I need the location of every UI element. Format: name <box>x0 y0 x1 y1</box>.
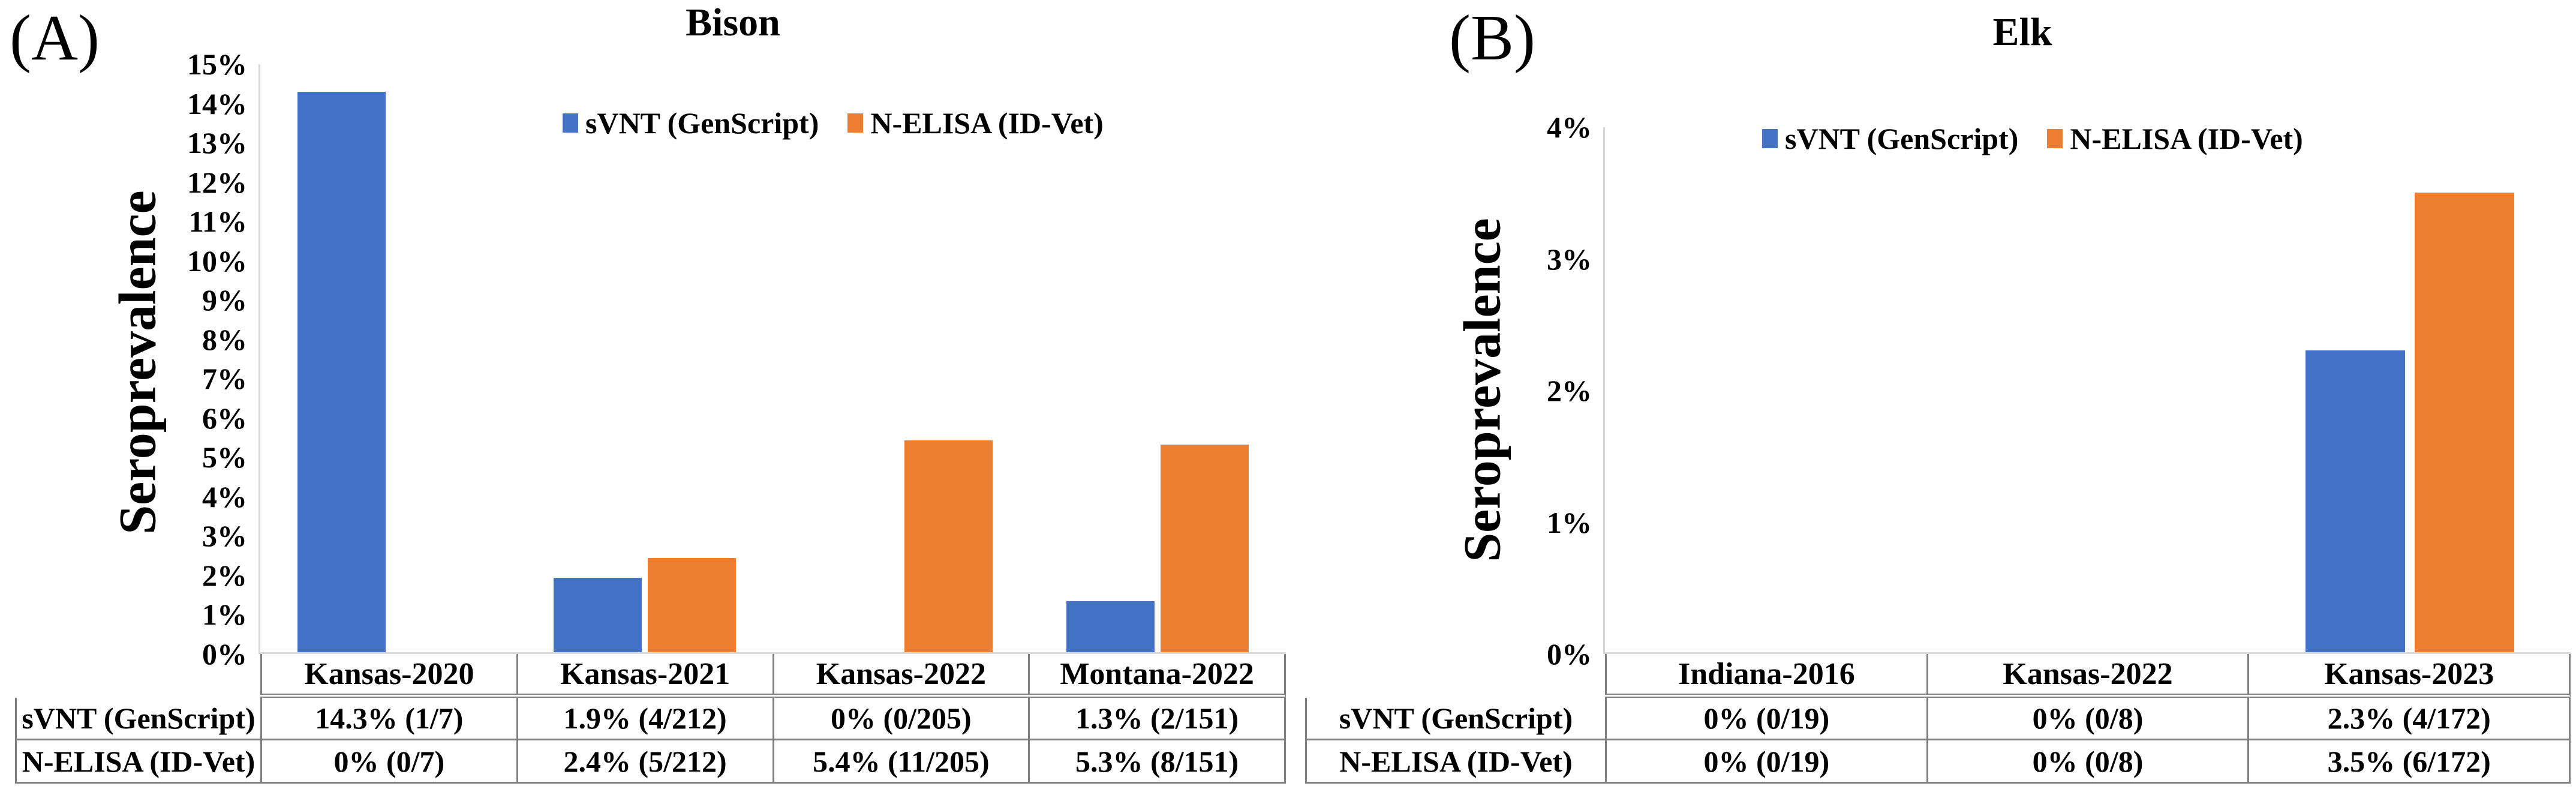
y-tick-label: 1% <box>1547 505 1592 539</box>
table-cell-n-elisa-id-vet-kansas-2023: 3.5% (6/172) <box>2247 740 2569 782</box>
table-category-header-kansas-2021: Kansas-2021 <box>516 654 773 694</box>
table-header-row: Indiana-2016 Kansas-2022 Kansas-2023 <box>1605 654 2571 698</box>
bar-n-elisa-id-vet-montana-2022 <box>1161 444 1249 652</box>
table-header-row: Kansas-2020 Kansas-2021 Kansas-2022 Montana… <box>260 654 1286 698</box>
bar-svnt-genscript-kansas-2023 <box>2305 350 2405 652</box>
table-category-header-kansas-2022: Kansas-2022 <box>772 654 1029 694</box>
table-cell-svnt-genscript-kansas-2021: 1.9% (4/212) <box>516 698 773 739</box>
table-cell-n-elisa-id-vet-kansas-2020: 0% (0/7) <box>260 740 516 782</box>
legend-label-svnt: sVNT (GenScript) <box>585 106 819 140</box>
y-tick-label: 9% <box>202 283 247 317</box>
table-row-header-n-elisa-id-vet: N-ELISA (ID-Vet) <box>1305 740 1605 782</box>
chart-title-elk: Elk <box>1992 10 2052 54</box>
table-row-svnt-genscript: sVNT (GenScript) 14.3% (1/7) 1.9% (4/212) 0… <box>15 698 1286 740</box>
legend-item-svnt: sVNT (GenScript) <box>1762 124 2018 154</box>
y-tick-label: 7% <box>202 362 247 396</box>
x-axis-line <box>1603 652 2571 654</box>
chart-title-bison: Bison <box>686 1 780 44</box>
legend-elk: sVNT (GenScript) N-ELISA (ID-Vet) <box>1762 124 2303 154</box>
y-tick-label: 2% <box>202 558 247 592</box>
bar-svnt-genscript-montana-2022 <box>1066 601 1155 652</box>
y-tick-label: 14% <box>187 86 247 121</box>
table-cell-n-elisa-id-vet-kansas-2021: 2.4% (5/212) <box>516 740 773 782</box>
panel-a-label: (A) <box>10 2 100 74</box>
y-tick-label: 1% <box>202 598 247 632</box>
category-group-kansas-2021 <box>517 64 774 652</box>
table-cell-svnt-genscript-kansas-2023: 2.3% (4/172) <box>2247 698 2569 739</box>
category-group-kansas-2023 <box>2249 127 2571 652</box>
legend-swatch-svnt-icon <box>1762 129 1778 148</box>
legend-swatch-nelisa-icon <box>2047 129 2063 148</box>
legend-label-nelisa: N-ELISA (ID-Vet) <box>870 106 1104 140</box>
table-cell-n-elisa-id-vet-indiana-2016: 0% (0/19) <box>1605 740 1926 782</box>
y-tick-label: 2% <box>1547 374 1592 407</box>
y-tick-label: 8% <box>202 322 247 356</box>
legend-swatch-nelisa-icon <box>847 113 864 133</box>
bar-n-elisa-id-vet-kansas-2021 <box>648 558 737 652</box>
table-category-header-kansas-2020: Kansas-2020 <box>260 654 516 694</box>
x-axis-line <box>258 652 1286 654</box>
y-tick-label: 4% <box>202 479 247 514</box>
bar-svnt-genscript-kansas-2020 <box>297 91 386 652</box>
table-cell-svnt-genscript-kansas-2020: 14.3% (1/7) <box>260 698 516 739</box>
bar-svnt-genscript-kansas-2021 <box>554 577 642 652</box>
y-axis-line <box>1603 127 1605 652</box>
category-group-kansas-2022 <box>1927 127 2249 652</box>
table-category-header-kansas-2022: Kansas-2022 <box>1926 654 2248 694</box>
y-tick-label: 4% <box>1547 110 1592 144</box>
y-tick-label: 13% <box>187 126 247 160</box>
y-tick-label: 0% <box>202 637 247 671</box>
legend-item-nelisa: N-ELISA (ID-Vet) <box>2047 124 2303 154</box>
table-cell-n-elisa-id-vet-kansas-2022: 5.4% (11/205) <box>772 740 1029 782</box>
table-row-n-elisa-id-vet: N-ELISA (ID-Vet) 0% (0/19) 0% (0/8) 3.5% (6… <box>1305 740 2571 784</box>
y-axis-line <box>258 64 260 652</box>
legend-item-nelisa: N-ELISA (ID-Vet) <box>847 106 1104 140</box>
y-tick-label: 5% <box>202 440 247 475</box>
category-group-kansas-2022 <box>773 64 1030 652</box>
table-category-header-montana-2022: Montana-2022 <box>1028 654 1284 694</box>
y-tick-label: 3% <box>1547 242 1592 276</box>
table-category-header-indiana-2016: Indiana-2016 <box>1605 654 1926 694</box>
table-row-header-svnt-genscript: sVNT (GenScript) <box>15 698 260 739</box>
table-row-svnt-genscript: sVNT (GenScript) 0% (0/19) 0% (0/8) 2.3% (4… <box>1305 698 2571 740</box>
table-cell-svnt-genscript-montana-2022: 1.3% (2/151) <box>1028 698 1284 739</box>
legend-bison: sVNT (GenScript) N-ELISA (ID-Vet) <box>563 108 1104 138</box>
table-row-n-elisa-id-vet: N-ELISA (ID-Vet) 0% (0/7) 2.4% (5/212) 5.4%… <box>15 740 1286 784</box>
y-tick-label: 3% <box>202 519 247 553</box>
y-tick-label: 11% <box>188 205 247 239</box>
y-tick-label: 10% <box>187 244 247 278</box>
y-tick-label: 6% <box>202 401 247 435</box>
y-tick-label: 0% <box>1547 637 1592 671</box>
table-cell-n-elisa-id-vet-kansas-2022: 0% (0/8) <box>1926 740 2248 782</box>
category-group-indiana-2016 <box>1605 127 1927 652</box>
bar-n-elisa-id-vet-kansas-2023 <box>2414 193 2514 652</box>
table-row-header-svnt-genscript: sVNT (GenScript) <box>1305 698 1605 739</box>
panel-b-label: (B) <box>1449 2 1535 74</box>
legend-swatch-svnt-icon <box>563 113 578 133</box>
plot-area <box>260 64 1286 652</box>
table-cell-svnt-genscript-kansas-2022: 0% (0/205) <box>772 698 1029 739</box>
bar-n-elisa-id-vet-kansas-2022 <box>904 440 993 652</box>
plot-area <box>1605 127 2571 652</box>
table-cell-n-elisa-id-vet-montana-2022: 5.3% (8/151) <box>1028 740 1284 782</box>
category-group-kansas-2020 <box>260 64 517 652</box>
category-group-montana-2022 <box>1030 64 1287 652</box>
table-category-header-kansas-2023: Kansas-2023 <box>2247 654 2569 694</box>
legend-item-svnt: sVNT (GenScript) <box>563 108 819 138</box>
legend-label-svnt: sVNT (GenScript) <box>1785 122 2019 155</box>
y-tick-label: 12% <box>187 165 247 199</box>
table-cell-svnt-genscript-indiana-2016: 0% (0/19) <box>1605 698 1926 739</box>
y-tick-label: 15% <box>187 47 247 81</box>
table-row-header-n-elisa-id-vet: N-ELISA (ID-Vet) <box>15 740 260 782</box>
legend-label-nelisa: N-ELISA (ID-Vet) <box>2070 122 2303 155</box>
table-cell-svnt-genscript-kansas-2022: 0% (0/8) <box>1926 698 2248 739</box>
